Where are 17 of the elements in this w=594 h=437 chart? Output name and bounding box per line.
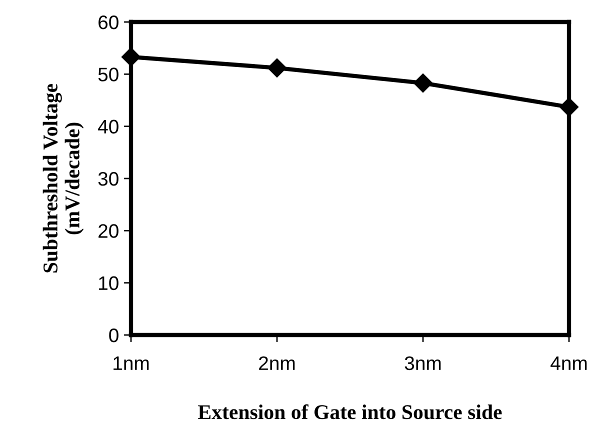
x-tick-label: 2nm xyxy=(259,356,295,370)
y-tick-label: 40 xyxy=(98,120,118,134)
point xyxy=(413,74,433,93)
y-axis-title: Subthreshold Voltage (mV/decade) xyxy=(42,84,84,272)
y-tick-label: 60 xyxy=(98,15,118,30)
y-tick-label: 0 xyxy=(109,328,118,342)
y-tick-label: 20 xyxy=(98,224,118,238)
point xyxy=(267,58,287,78)
x-tick-label: 4nm xyxy=(550,356,587,370)
y-tick-label: 30 xyxy=(98,172,118,186)
y-tick-label: 10 xyxy=(99,276,118,290)
point xyxy=(121,47,141,66)
x-tick-label: 3nm xyxy=(404,356,441,370)
y-tick-label: 50 xyxy=(98,68,118,82)
x-tick-label: 1nm xyxy=(114,356,149,370)
x-axis-title: Extension of Gate into Source side xyxy=(198,404,502,420)
point xyxy=(559,98,579,117)
